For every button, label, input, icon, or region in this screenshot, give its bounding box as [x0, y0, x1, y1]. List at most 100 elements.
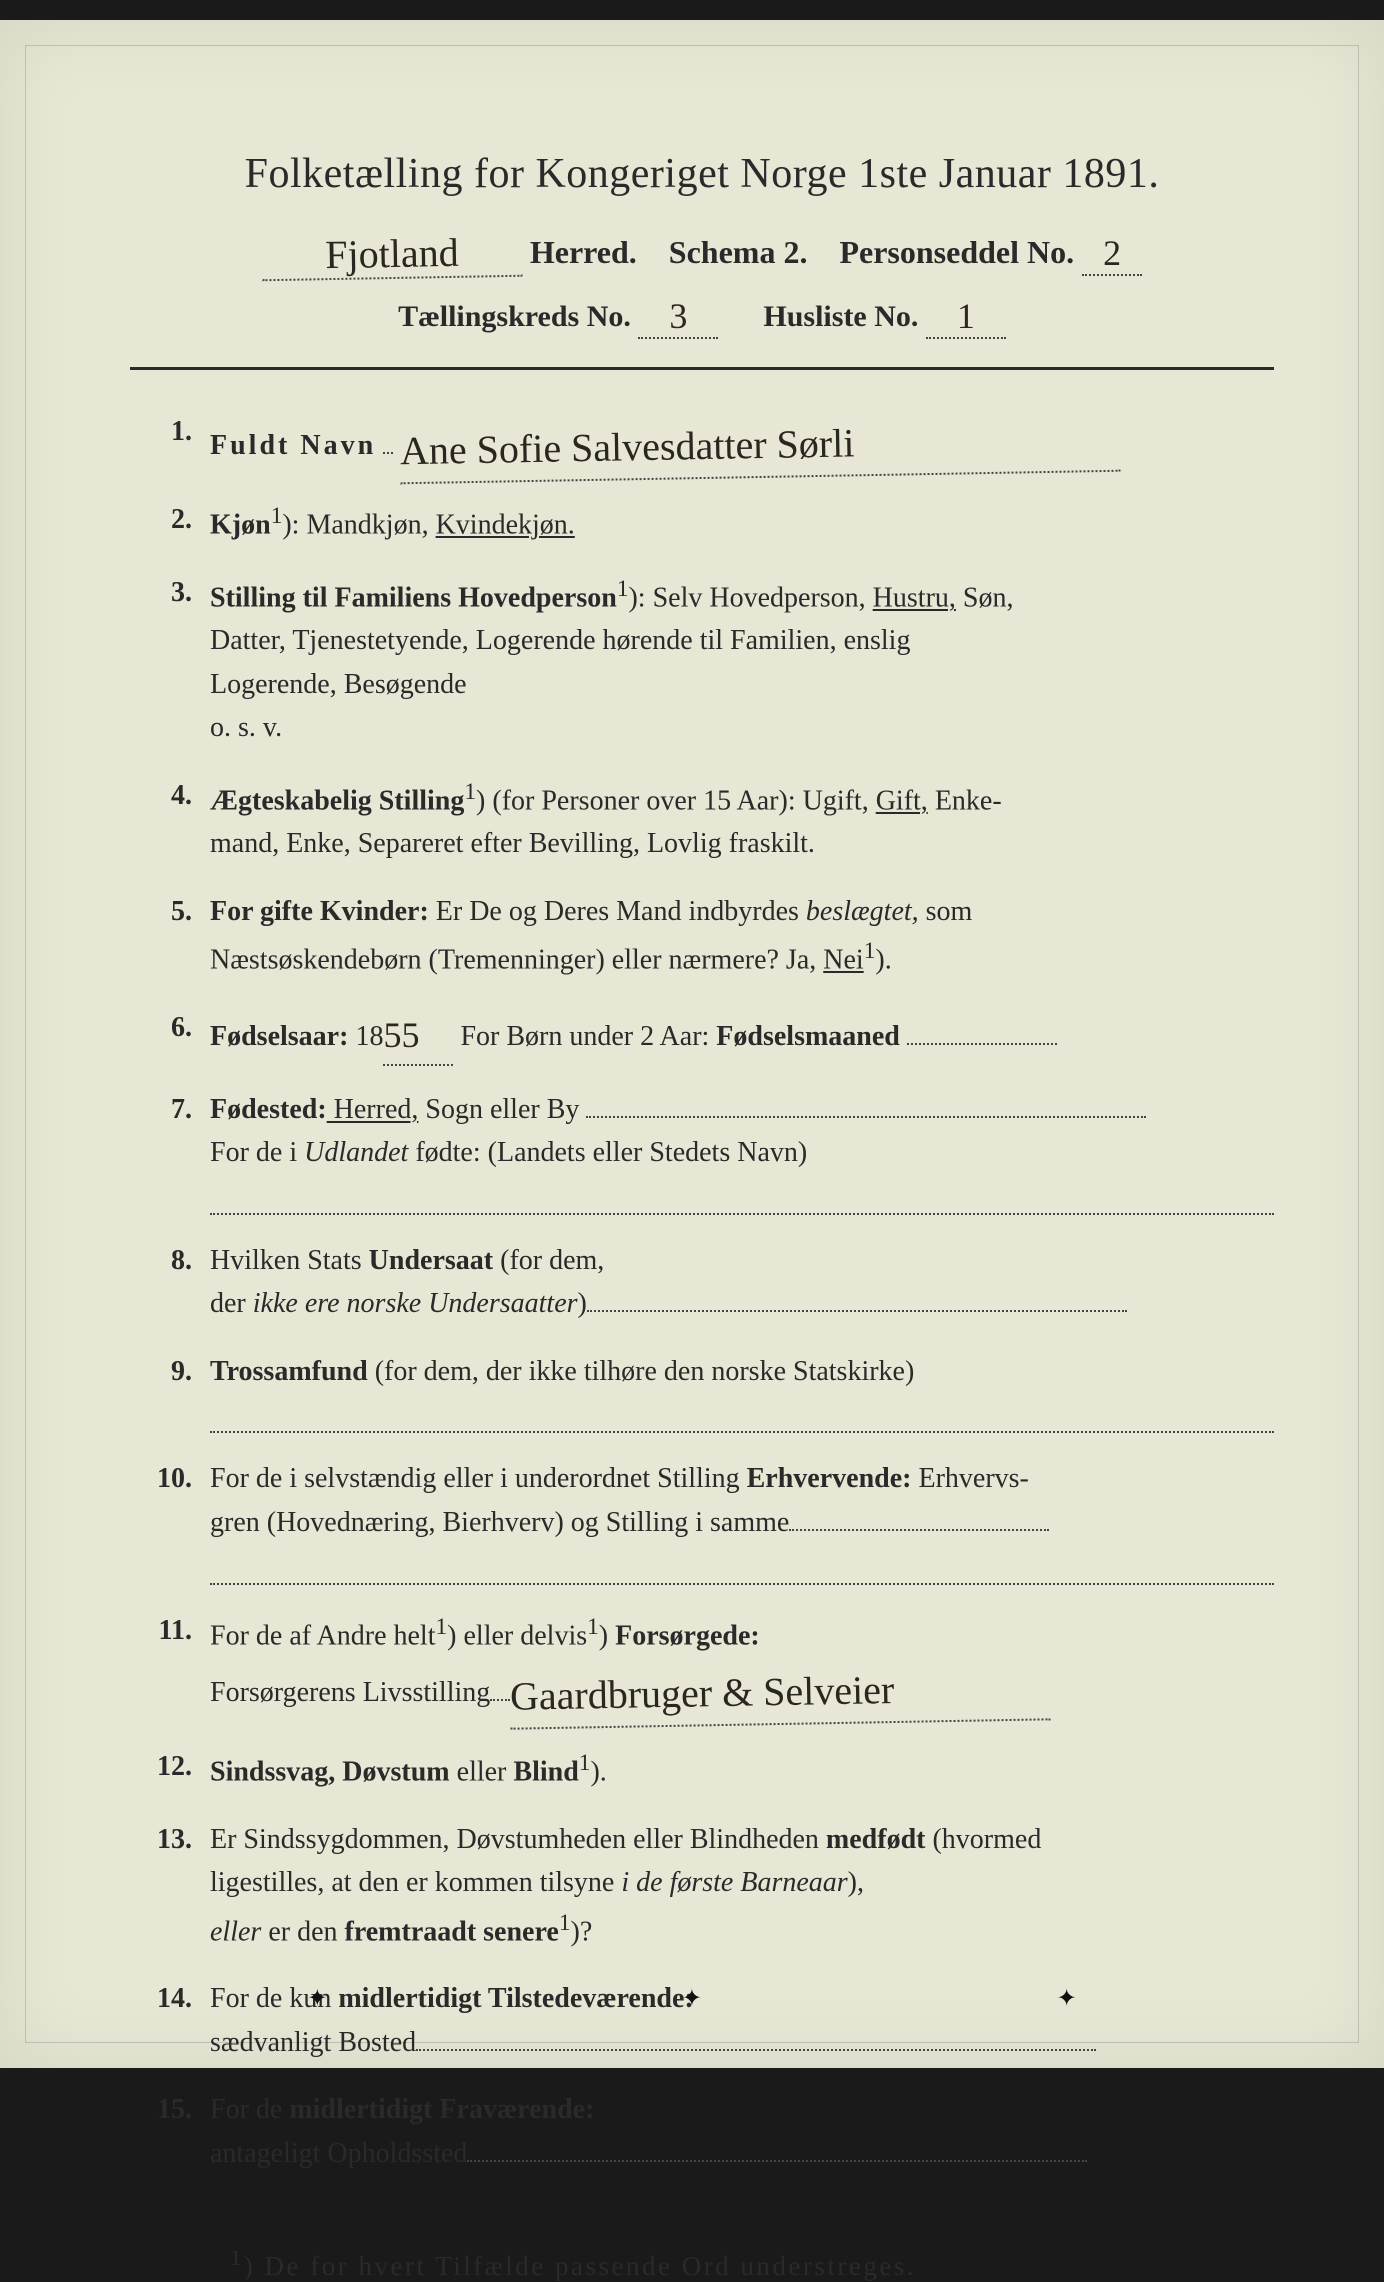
- label: Fødselsaar:: [210, 1021, 348, 1052]
- label: medfødt: [826, 1824, 926, 1855]
- text: sædvanligt Bosted: [210, 2027, 416, 2058]
- label: Kjøn: [210, 509, 271, 540]
- census-form-page: Folketælling for Kongeriget Norge 1ste J…: [0, 20, 1384, 2068]
- text: ).: [875, 944, 891, 975]
- text: ligestilles, at den er kommen tilsyne: [210, 1867, 621, 1898]
- text: Datter, Tjenestetyende, Logerende hørend…: [210, 625, 910, 656]
- text: er den: [261, 1916, 344, 1947]
- sup: 1: [230, 2245, 244, 2270]
- italic: eller: [210, 1916, 261, 1947]
- sup: 1: [617, 576, 629, 602]
- item-9: 9. Trossamfund (for dem, der ikke tilhør…: [140, 1350, 1274, 1434]
- sup: 1: [864, 938, 876, 964]
- item-body: Stilling til Familiens Hovedperson1): Se…: [210, 571, 1274, 750]
- text: ),: [848, 1867, 864, 1898]
- item-12: 12. Sindssvag, Døvstum eller Blind1).: [140, 1745, 1274, 1794]
- item-num: 5.: [140, 890, 210, 982]
- sup: 1: [464, 779, 476, 805]
- footnote: 1) De for hvert Tilfælde passende Ord un…: [130, 2245, 1274, 2282]
- label: Forsørgede:: [615, 1620, 760, 1651]
- text: som: [919, 896, 973, 927]
- item-num: 2.: [140, 498, 210, 547]
- item-num: 10.: [140, 1457, 210, 1584]
- mark-icon: ✦: [682, 1984, 702, 2013]
- item-num: 6.: [140, 1006, 210, 1064]
- item-5: 5. For gifte Kvinder: Er De og Deres Man…: [140, 890, 1274, 982]
- item-13: 13. Er Sindssygdommen, Døvstumheden elle…: [140, 1818, 1274, 1954]
- mark-icon: ✦: [1057, 1984, 1077, 2013]
- husliste-label: Husliste No.: [763, 300, 918, 333]
- husliste-no: 1: [926, 295, 1006, 339]
- item-num: 11.: [140, 1609, 210, 1722]
- item-num: 3.: [140, 571, 210, 750]
- item-15: 15. For de midlertidigt Fraværende: anta…: [140, 2088, 1274, 2175]
- item-1: 1. Fuldt Navn Ane Sofie Salvesdatter Sør…: [140, 410, 1274, 474]
- dotted-line: [210, 1548, 1274, 1584]
- item-num: 15.: [140, 2088, 210, 2175]
- underlined: Herred,: [327, 1094, 419, 1125]
- name-handwritten: Ane Sofie Salvesdatter Sørli: [400, 408, 1121, 485]
- item-body: For gifte Kvinder: Er De og Deres Mand i…: [210, 890, 1274, 982]
- item-body: Ægteskabelig Stilling1) (for Personer ov…: [210, 774, 1274, 866]
- underlined: Gift,: [876, 785, 928, 816]
- footnote-text: ) De for hvert Tilfælde passende Ord und…: [244, 2251, 916, 2281]
- text: gren (Hovednæring, Bierhverv) og Stillin…: [210, 1507, 789, 1538]
- text: Sogn eller By: [418, 1094, 579, 1125]
- text: Er De og Deres Mand indbyrdes: [429, 896, 806, 927]
- item-body: Hvilken Stats Undersaat (for dem, der ik…: [210, 1239, 1274, 1326]
- kreds-label: Tællingskreds No.: [398, 300, 631, 333]
- text: mand, Enke, Separeret efter Bevilling, L…: [210, 828, 815, 859]
- item-body: For de midlertidigt Fraværende: antageli…: [210, 2088, 1274, 2175]
- text: (for dem, der ikke tilhøre den norske St…: [368, 1356, 915, 1387]
- year-hw: 55: [383, 1008, 453, 1066]
- item-body: Sindssvag, Døvstum eller Blind1).: [210, 1745, 1274, 1794]
- text: ): [599, 1620, 615, 1651]
- text: 18: [348, 1021, 383, 1052]
- item-body: Kjøn1): Mandkjøn, Kvindekjøn.: [210, 498, 1274, 547]
- item-num: 4.: [140, 774, 210, 866]
- text: eller: [450, 1757, 514, 1788]
- text: ) eller delvis: [447, 1620, 587, 1651]
- text: ).: [590, 1757, 606, 1788]
- text: Næstsøskendebørn (Tremenninger) eller næ…: [210, 944, 823, 975]
- item-body: Fuldt Navn Ane Sofie Salvesdatter Sørli: [210, 410, 1274, 474]
- label: Fuldt Navn: [210, 430, 376, 461]
- mark-icon: ✦: [307, 1984, 327, 2013]
- header-line-1: Fjotland Herred. Schema 2. Personseddel …: [130, 226, 1274, 275]
- sup: 1: [559, 1910, 571, 1936]
- item-3: 3. Stilling til Familiens Hovedperson1):…: [140, 571, 1274, 750]
- text: Enke-: [928, 785, 1002, 816]
- label: For gifte Kvinder:: [210, 896, 429, 927]
- personseddel-label: Personseddel No.: [839, 234, 1074, 270]
- item-6: 6. Fødselsaar: 1855 For Børn under 2 Aar…: [140, 1006, 1274, 1064]
- item-8: 8. Hvilken Stats Undersaat (for dem, der…: [140, 1239, 1274, 1326]
- text: For de: [210, 2094, 289, 2125]
- text: For de i: [210, 1137, 304, 1168]
- italic: ikke ere norske Undersaatter: [253, 1288, 578, 1319]
- dotted-line: [210, 1178, 1274, 1214]
- text: (for dem,: [493, 1245, 604, 1276]
- item-2: 2. Kjøn1): Mandkjøn, Kvindekjøn.: [140, 498, 1274, 547]
- sup: 1: [579, 1750, 591, 1776]
- text: Logerende, Besøgende: [210, 669, 467, 700]
- text: ): Mandkjøn,: [282, 509, 435, 540]
- item-10: 10. For de i selvstændig eller i underor…: [140, 1457, 1274, 1584]
- italic: i de første Barneaar: [621, 1867, 847, 1898]
- dotted-line: [210, 1397, 1274, 1433]
- sup: 1: [271, 503, 283, 529]
- item-num: 9.: [140, 1350, 210, 1434]
- text: antageligt Opholdssted: [210, 2138, 467, 2169]
- item-body: For de i selvstændig eller i underordnet…: [210, 1457, 1274, 1584]
- herred-label: Herred.: [530, 234, 637, 270]
- text: o. s. v.: [210, 712, 282, 743]
- item-body: Er Sindssygdommen, Døvstumheden eller Bl…: [210, 1818, 1274, 1954]
- underlined: Kvindekjøn.: [436, 509, 575, 540]
- item-num: 12.: [140, 1745, 210, 1794]
- text: ) (for Personer over 15 Aar): Ugift,: [476, 785, 876, 816]
- text: For Børn under 2 Aar:: [453, 1021, 716, 1052]
- label: midlertidigt Fraværende:: [289, 2094, 594, 2125]
- text: Er Sindssygdommen, Døvstumheden eller Bl…: [210, 1824, 826, 1855]
- herred-handwritten: Fjotland: [261, 228, 522, 282]
- page-title: Folketælling for Kongeriget Norge 1ste J…: [130, 150, 1274, 198]
- item-4: 4. Ægteskabelig Stilling1) (for Personer…: [140, 774, 1274, 866]
